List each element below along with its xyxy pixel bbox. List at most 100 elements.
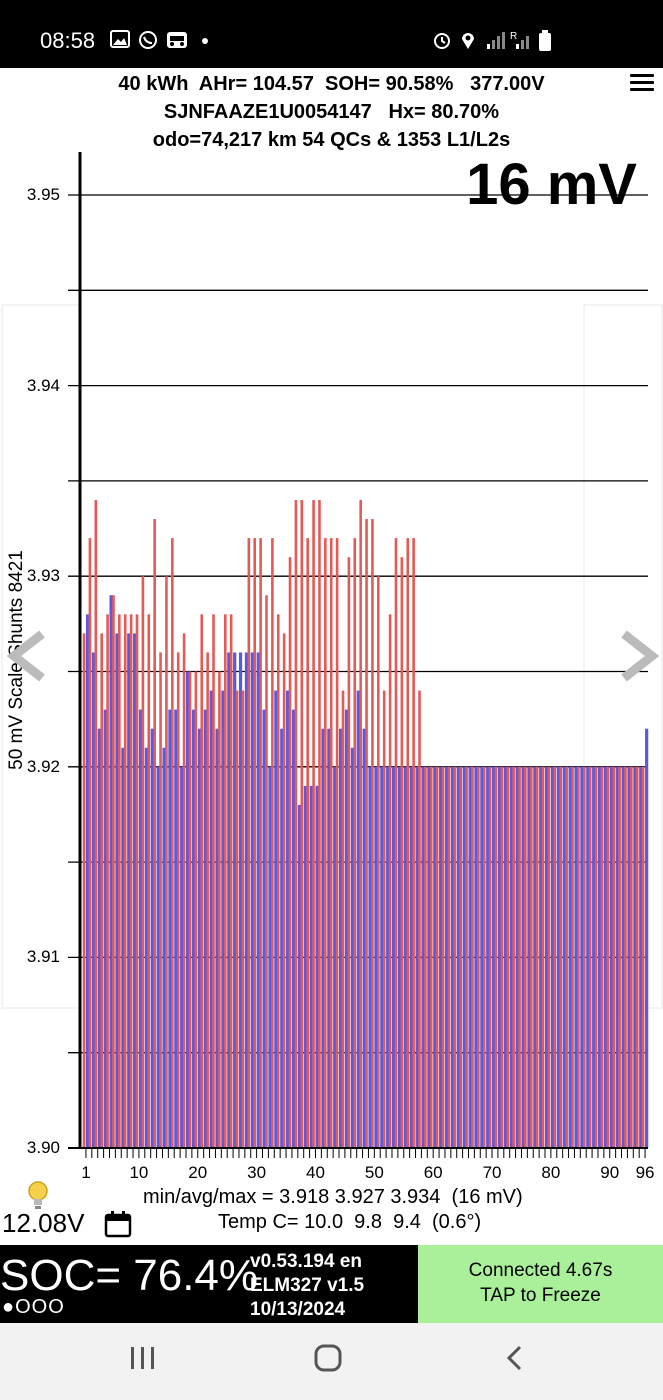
bar-red-cell-25 [223,614,227,1148]
bar-red-cell-40 [312,499,315,1149]
y-tick-label: 3.94 [26,375,60,395]
bar-red-cell-85 [577,766,580,1148]
bar-red-cell-93 [624,766,627,1148]
vin-health-line: SJNFAAZE1U0054147 Hx= 80.70% [163,101,500,123]
x-tick-label: 40 [306,1163,325,1182]
lightbulb-icon[interactable] [26,1180,50,1212]
bar-blue-cell-35 [286,690,290,1148]
bar-red-cell-81 [553,766,557,1148]
cell-voltage-chart[interactable] [0,0,663,1160]
bar-red-cell-26 [229,614,233,1148]
menu-icon[interactable] [630,74,654,92]
bar-red-cell-77 [530,766,533,1148]
bar-red-cell-94 [630,766,633,1148]
bar-red-cell-22 [206,652,209,1148]
bar-red-cell-72 [500,766,504,1148]
bar-red-cell-62 [441,766,445,1148]
axes [68,152,648,1158]
bar-red-cell-53 [388,614,392,1148]
bar-red-cell-24 [218,671,221,1148]
bar-blue-cell-29 [250,652,254,1148]
bar-blue-cell-7 [121,747,125,1148]
bar-blue-cell-38 [303,785,307,1148]
bar-red-cell-45 [341,690,345,1148]
bar-blue-cell-87 [592,766,596,1148]
bar-red-cell-52 [382,690,386,1148]
bar-blue-cell-66 [468,766,472,1148]
bar-red-cell-80 [547,766,551,1148]
bar-blue-cell-69 [486,766,490,1148]
bar-blue-cell-68 [480,766,484,1148]
home-icon[interactable] [312,1343,344,1373]
x-tick-label: 90 [600,1163,620,1182]
bar-blue-cell-43 [333,766,337,1148]
bar-red-cell-21 [200,614,204,1148]
connection-status-button[interactable]: Connected 4.67s TAP to Freeze [418,1245,663,1323]
obd-adapter-version: ELM327 v1.5 [250,1275,365,1296]
bar-red-cell-47 [353,538,357,1148]
y-tick-label: 3.91 [26,947,60,967]
bar-red-cell-90 [606,766,610,1148]
bar-red-cell-78 [535,766,539,1148]
bar-blue-cell-92 [621,766,625,1148]
recent-apps-icon[interactable] [128,1343,158,1373]
bar-red-cell-49 [365,519,368,1148]
alarm-icon [434,33,450,49]
bar-red-cell-23 [212,614,215,1148]
x-tick-label: 70 [482,1163,502,1182]
bar-red-cell-8 [123,614,127,1148]
bar-blue-cell-63 [450,766,455,1148]
bar-blue-cell-33 [274,690,278,1148]
bar-red-cell-3 [94,499,98,1149]
bar-red-cell-46 [347,557,351,1148]
bar-blue-cell-59 [427,766,431,1148]
bar-blue-cell-65 [462,766,466,1148]
bar-blue-cell-40 [315,785,319,1148]
bar-blue-cell-22 [209,690,213,1148]
bar-blue-cell-36 [291,709,296,1148]
bar-red-cell-16 [171,538,174,1148]
bar-blue-cell-24 [221,690,225,1148]
bar-blue-cell-20 [197,728,201,1148]
bar-red-cell-66 [465,766,468,1148]
bar-red-cell-61 [435,766,439,1148]
previous-screen-icon[interactable] [4,628,48,684]
bar-blue-cell-91 [615,766,619,1148]
bar-red-cell-68 [477,766,480,1148]
bar-red-cell-12 [147,614,151,1148]
bar-red-cell-29 [247,538,251,1148]
bar-blue-cell-39 [309,785,313,1148]
bar-blue-cell-93 [627,766,631,1148]
bar-blue-cell-61 [439,766,443,1148]
x-tick-label: 80 [541,1163,561,1182]
bar-red-cell-88 [594,766,598,1148]
next-screen-icon[interactable] [618,628,662,684]
soc-value: SOC= 76.4% [0,1251,259,1300]
y-tick-label: 3.93 [26,566,60,586]
current-date: 10/13/2024 [250,1299,346,1320]
bar-blue-cell-71 [497,766,502,1148]
soc-panel [0,1245,418,1323]
bar-blue-cell-25 [227,652,231,1148]
bar-blue-cell-23 [215,728,219,1148]
bar-red-cell-34 [276,614,280,1148]
bar-blue-cell-10 [138,709,143,1148]
calendar-icon[interactable] [104,1210,132,1238]
back-icon[interactable] [502,1343,528,1373]
temperature-text: Temp C= 10.0 9.8 9.4 (0.6°) [218,1211,482,1233]
bar-red-cell-5 [106,614,109,1148]
bar-blue-cell-17 [180,766,184,1148]
x-tick-label: 20 [188,1163,208,1182]
signal-icon [487,32,505,49]
battery-icon [539,30,551,51]
bar-blue-cell-56 [409,766,413,1148]
bar-blue-cell-60 [433,766,437,1148]
bar-blue-cell-82 [562,766,566,1148]
clock-time: 08:58 [40,28,96,53]
bar-red-cell-15 [165,576,168,1148]
min-avg-max-text: min/avg/max = 3.918 3.927 3.934 (16 mV) [143,1186,523,1208]
bar-blue-cell-48 [362,728,366,1148]
battery-summary-line: 40 kWh AHr= 104.57 SOH= 90.58% 377.00V [118,73,545,95]
bar-red-cell-76 [524,766,527,1148]
bar-blue-cell-44 [339,728,343,1148]
